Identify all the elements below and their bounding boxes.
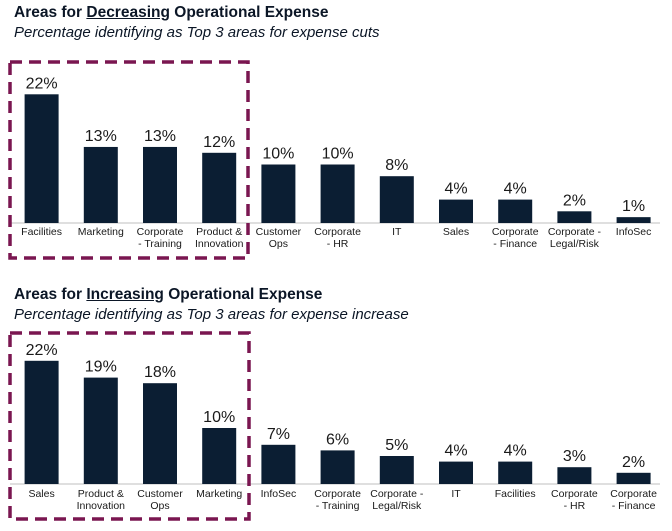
chart2-data-label: 19% (85, 359, 117, 376)
chart1-bar (261, 164, 296, 223)
chart1-bar (83, 146, 118, 223)
chart2-category-label: Sales (28, 488, 54, 500)
chart1-category-label: Corporate - (548, 226, 602, 238)
chart2-bar (379, 456, 414, 484)
chart2-category-label: Facilities (495, 488, 536, 500)
chart1-title-keyword: Decreasing (86, 4, 170, 21)
chart1-data-label: 1% (622, 198, 645, 215)
chart2-bar (320, 450, 355, 484)
chart2-bar (261, 444, 296, 484)
chart1-title-part1: Areas for (14, 4, 87, 21)
chart2-bar (616, 472, 651, 484)
chart1-bar (439, 199, 473, 223)
chart1-category-label: - Training (138, 238, 182, 250)
chart2-data-label: 2% (622, 454, 645, 471)
chart1-data-label: 12% (203, 134, 235, 151)
chart1-category-label: Marketing (78, 226, 124, 238)
chart2-subtitle: Percentage identifying as Top 3 areas fo… (14, 306, 409, 323)
chart2-bar (439, 461, 473, 484)
chart2-highlight-box (8, 331, 251, 521)
chart1-data-label: 8% (385, 157, 408, 174)
chart2-data-label: 22% (26, 342, 58, 359)
chart1-data-label: 22% (26, 75, 58, 92)
chart1-subtitle: Percentage identifying as Top 3 areas fo… (14, 24, 380, 41)
chart2-data-label: 7% (267, 426, 290, 443)
chart2-category-label: InfoSec (261, 488, 297, 500)
chart2-category-label: Legal/Risk (372, 500, 422, 512)
chart1-highlight-box (8, 60, 250, 260)
chart2-category-label: Corporate - (370, 488, 424, 500)
chart1-bar (557, 211, 592, 223)
chart2-category-label: Corporate (314, 488, 361, 500)
chart2-title: Areas for Increasing Operational Expense (14, 286, 322, 304)
chart2-category-label: Ops (150, 500, 169, 512)
chart1-bar (498, 199, 533, 223)
chart1-bar (24, 94, 59, 223)
chart2-title-part3: Operational Expense (163, 286, 323, 303)
chart2-category-label: Customer (137, 488, 183, 500)
chart1-category-label: Innovation (195, 238, 244, 250)
chart2-title-part1: Areas for (14, 286, 87, 303)
chart2-category-label: Innovation (77, 500, 126, 512)
chart2-category-label: Corporate (610, 488, 657, 500)
chart2-bar (24, 360, 59, 484)
chart1-category-label: IT (392, 226, 402, 238)
chart1-data-label: 4% (504, 181, 527, 198)
chart1-category-label: Corporate (314, 226, 361, 238)
chart1-category-label: - Finance (493, 238, 537, 250)
chart2-data-label: 10% (203, 409, 235, 426)
chart1-category-label: Ops (269, 238, 288, 250)
chart2-data-label: 18% (144, 364, 176, 381)
chart2-category-label: IT (451, 488, 461, 500)
chart1-title-part3: Operational Expense (169, 4, 329, 21)
chart1-category-label: Corporate (492, 226, 539, 238)
chart1-bar (320, 164, 355, 223)
chart1-title: Areas for Decreasing Operational Expense (14, 4, 328, 22)
chart2-data-label: 6% (326, 431, 349, 448)
chart2-bar (83, 377, 118, 484)
chart1-category-label: Legal/Risk (550, 238, 600, 250)
chart2-category-label: - HR (564, 500, 586, 512)
chart1-bar (143, 146, 177, 223)
chart2-data-label: 5% (385, 437, 408, 454)
chart2-bar (202, 428, 237, 484)
chart2-bar (143, 383, 177, 484)
chart1-data-label: 4% (444, 181, 467, 198)
chart1-bar (616, 217, 651, 223)
chart2-category-label: - Finance (612, 500, 656, 512)
chart1-bar (379, 176, 414, 223)
chart1-category-label: Sales (443, 226, 469, 238)
chart2-data-label: 4% (444, 443, 467, 460)
chart1-bar (202, 152, 237, 223)
chart2-bar (557, 467, 592, 484)
chart2-bar (498, 461, 533, 484)
chart1-data-label: 13% (144, 128, 176, 145)
chart1-category-label: Product & (196, 226, 242, 238)
chart2-category-label: Marketing (196, 488, 242, 500)
chart1-category-label: Corporate (137, 226, 184, 238)
chart2-title-keyword: Increasing (86, 286, 164, 303)
chart2-category-label: Corporate (551, 488, 598, 500)
chart1-category-label: Customer (256, 226, 302, 238)
chart1-data-label: 10% (322, 146, 354, 163)
chart2-data-label: 3% (563, 448, 586, 465)
chart2-data-label: 4% (504, 443, 527, 460)
chart2-category-label: Product & (78, 488, 124, 500)
chart1-data-label: 2% (563, 192, 586, 209)
chart1-data-label: 13% (85, 128, 117, 145)
chart1-category-label: Facilities (21, 226, 62, 238)
chart2-category-label: - Training (316, 500, 360, 512)
chart1-category-label: InfoSec (616, 226, 652, 238)
chart1-category-label: - HR (327, 238, 349, 250)
chart1-data-label: 10% (262, 146, 294, 163)
